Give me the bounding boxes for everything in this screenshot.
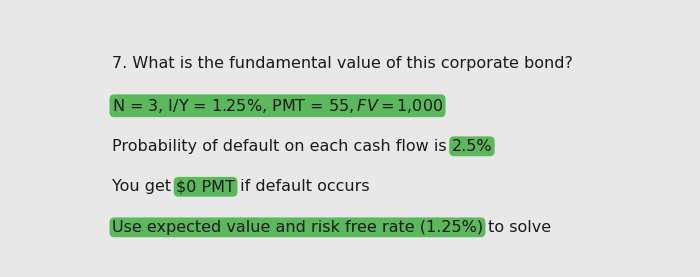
Text: 2.5%: 2.5% [452, 139, 492, 154]
Text: if default occurs: if default occurs [235, 179, 370, 194]
Text: Use expected value and risk free rate (1.25%): Use expected value and risk free rate (1… [112, 220, 483, 235]
Text: N = 3, I/Y = 1.25%, PMT = $55, FV = $1,000: N = 3, I/Y = 1.25%, PMT = $55, FV = $1,0… [112, 97, 443, 115]
Text: Probability of default on each cash flow is: Probability of default on each cash flow… [112, 139, 452, 154]
Text: to solve: to solve [483, 220, 551, 235]
Text: $0 PMT: $0 PMT [176, 179, 235, 194]
Text: 7. What is the fundamental value of this corporate bond?: 7. What is the fundamental value of this… [112, 56, 573, 71]
Text: You get: You get [112, 179, 176, 194]
